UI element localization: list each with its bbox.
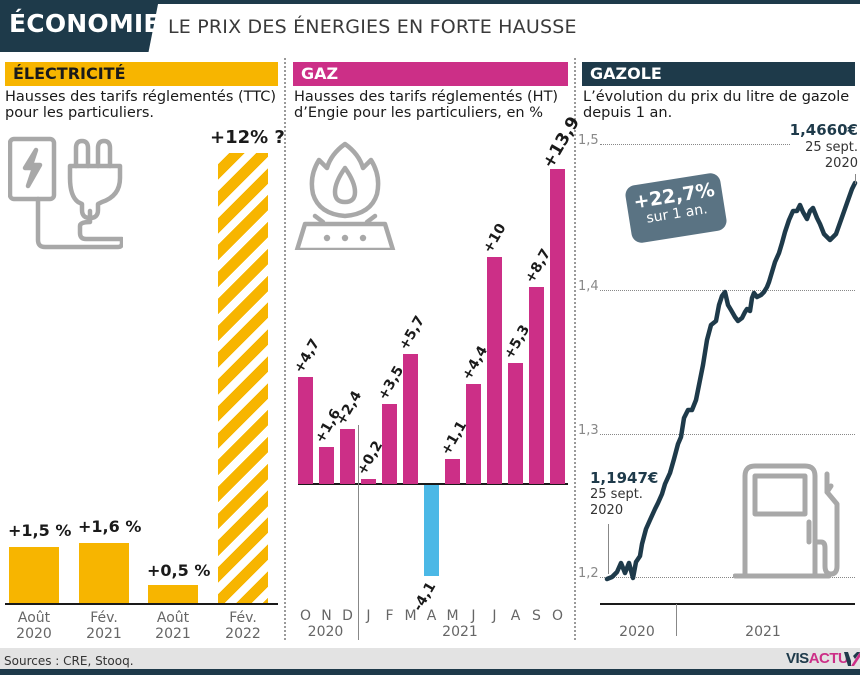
gas-month-label: D xyxy=(342,608,353,624)
footer-bottom-stripe xyxy=(0,669,860,675)
gas-stove-flame-icon xyxy=(294,141,396,250)
gasoline-x-axis xyxy=(600,603,855,605)
logo-vis: VIS xyxy=(786,650,809,667)
electricity-baseline xyxy=(5,603,278,605)
gas-bar-feb-2021 xyxy=(382,404,397,484)
gas-month-label: M xyxy=(446,608,459,624)
gridline-1-2 xyxy=(600,577,855,578)
gas-month-label: J xyxy=(492,608,497,624)
visactu-logo: VISACTU xyxy=(786,650,860,667)
gas-bar-mar-2021 xyxy=(403,354,418,484)
electricity-bar-label: +1,5 % xyxy=(8,521,72,540)
top-banner: ÉCONOMIE LE PRIX DES ÉNERGIES EN FORTE H… xyxy=(0,0,860,52)
section-tab xyxy=(0,0,158,52)
gas-month-label: N xyxy=(321,608,332,624)
end-price-date: 25 sept. 2020 xyxy=(805,140,858,171)
top-stripe xyxy=(0,0,860,4)
gas-bar-aug-2021 xyxy=(508,363,523,484)
gasoline-year-label-2021: 2021 xyxy=(745,624,781,640)
electricity-bar-feb-2022-projected xyxy=(218,153,268,603)
dotted-separator-1 xyxy=(284,58,286,640)
electricity-bar-aug-2021 xyxy=(148,585,198,603)
y-tick-label: 1,2 xyxy=(578,566,599,581)
fuel-pump-icon xyxy=(733,463,840,579)
dotted-separator-2 xyxy=(574,58,576,640)
gas-month-label: O xyxy=(551,608,564,624)
gas-month-label: J xyxy=(471,608,476,624)
gas-header: GAZ xyxy=(293,62,568,86)
sources-text: Sources : CRE, Stooq. xyxy=(4,654,134,668)
electricity-x-label: Août 2020 xyxy=(16,610,52,642)
gas-month-label: M xyxy=(404,608,417,624)
y-tick-label: 1,4 xyxy=(578,279,599,294)
gas-bar-sep-2021 xyxy=(529,287,544,484)
gasoline-year-label-2020: 2020 xyxy=(619,624,655,640)
logo-mark-icon xyxy=(844,652,860,666)
electricity-bar-label: +0,5 % xyxy=(147,561,211,580)
start-pointer-line xyxy=(608,524,609,574)
logo-actu: ACTU xyxy=(808,650,849,667)
electricity-bar-label: +1,6 % xyxy=(78,517,142,536)
electricity-bar-aug-2020 xyxy=(9,547,59,603)
gas-month-label: O xyxy=(299,608,312,624)
footer-band xyxy=(0,648,860,669)
gridline-1-4 xyxy=(600,290,855,291)
electricity-bar-label-projected: +12% ? xyxy=(210,127,285,148)
electricity-title: ÉLECTRICITÉ xyxy=(13,64,126,83)
start-price-date: 25 sept. 2020 xyxy=(590,487,643,518)
gridline-1-5 xyxy=(600,144,790,145)
gasoline-title: GAZOLE xyxy=(590,64,662,83)
end-price-value: 1,4660€ xyxy=(789,121,858,139)
gas-bar-may-2021 xyxy=(445,459,460,484)
electricity-x-label: Fév. 2021 xyxy=(86,610,122,642)
page-title: LE PRIX DES ÉNERGIES EN FORTE HAUSSE xyxy=(168,16,577,38)
gas-baseline xyxy=(298,483,568,485)
electricity-subtitle: Hausses des tarifs réglementés (TTC) pou… xyxy=(5,89,277,121)
gas-bar-oct-2020 xyxy=(298,377,313,484)
gas-bar-jul-2021 xyxy=(487,257,502,484)
y-tick-label: 1,5 xyxy=(578,133,599,148)
y-tick-label: 1,3 xyxy=(578,423,599,438)
gas-month-label: J xyxy=(366,608,371,624)
plug-charger-icon xyxy=(8,136,123,250)
electricity-bar-feb-2021 xyxy=(79,543,129,603)
gas-subtitle: Hausses des tarifs réglementés (HT) d’En… xyxy=(294,89,559,121)
electricity-header: ÉLECTRICITÉ xyxy=(5,62,278,86)
gas-bar-dec-2020 xyxy=(340,429,355,484)
gas-month-label: S xyxy=(532,608,541,624)
gas-month-label: A xyxy=(510,608,521,624)
electricity-x-label: Août 2021 xyxy=(155,610,191,642)
gas-year-label-2020: 2020 xyxy=(307,624,344,640)
gas-bar-oct-2021 xyxy=(550,169,565,484)
gas-bar-jan-2021 xyxy=(361,479,376,484)
gridline-1-3 xyxy=(600,434,855,435)
end-pointer-line xyxy=(855,174,856,184)
gas-bar-nov-2020 xyxy=(319,447,334,484)
gas-month-label: A xyxy=(426,608,437,624)
electricity-x-label: Fév. 2022 xyxy=(225,610,261,642)
gas-month-label: F xyxy=(385,608,394,624)
gas-year-label-2021: 2021 xyxy=(442,624,478,640)
section-label: ÉCONOMIE xyxy=(9,9,161,38)
gasoline-header: GAZOLE xyxy=(582,62,855,86)
gasoline-year-divider xyxy=(676,604,677,636)
gas-bar-jun-2021 xyxy=(466,384,481,484)
gas-year-divider xyxy=(358,425,359,640)
start-price-value: 1,1947€ xyxy=(590,469,659,487)
gas-bar-apr-2021-negative xyxy=(424,485,439,576)
gasoline-subtitle: L’évolution du prix du litre de gazole d… xyxy=(583,89,850,121)
gas-title: GAZ xyxy=(301,64,339,83)
